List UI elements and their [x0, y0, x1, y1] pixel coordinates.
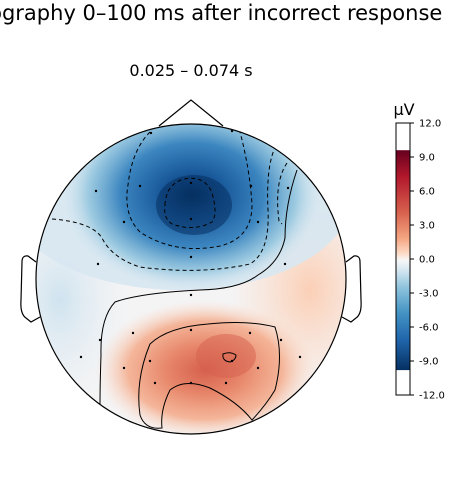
sensor-15 [131, 331, 135, 335]
sensor-20 [79, 355, 83, 359]
contour-neg-4a [51, 149, 275, 271]
sensor-13 [283, 262, 287, 266]
sensor-14 [189, 293, 193, 297]
sensor-17 [248, 331, 252, 335]
sensor-10 [256, 220, 260, 224]
colorbar-tick-label: -12.0 [419, 391, 445, 402]
sensor-16 [189, 328, 193, 332]
sensor-11 [96, 262, 100, 266]
sensor-23 [298, 355, 302, 359]
sensor-12 [189, 255, 193, 259]
sensor-7 [249, 184, 253, 188]
sensor-8 [122, 220, 126, 224]
sensor-3 [94, 189, 98, 193]
colorbar-label: µV [393, 100, 414, 119]
colorbar-ticks: 12.0 9.0 6.0 3.0 0.0 -3.0 -6.0 -9.0 -12.0 [410, 119, 445, 402]
sensor-19 [279, 338, 283, 342]
colorbar-tick-label: -3.0 [419, 289, 439, 300]
sensor-2 [230, 129, 234, 133]
head-nose [158, 99, 224, 127]
contour-neg-4b [277, 162, 288, 225]
head-right-ear [341, 255, 362, 323]
contour-neg-6 [126, 131, 253, 250]
sensor-28 [224, 381, 228, 385]
sensor-24 [122, 366, 126, 370]
head-left-ear [20, 255, 41, 323]
contour-zero [99, 169, 298, 406]
sensor-1 [149, 131, 153, 135]
figure-title: Topography 0–100 ms after incorrect resp… [0, 1, 442, 25]
colorbar: 12.0 9.0 6.0 3.0 0.0 -3.0 -6.0 -9.0 -12.0 [395, 119, 445, 402]
sensor-6 [138, 184, 142, 188]
sensor-9 [189, 217, 193, 221]
sensor-25 [256, 366, 260, 370]
contour-pos-8 [222, 352, 237, 363]
sensor-4 [189, 181, 193, 185]
axes-subtitle: 0.025 – 0.074 s [129, 61, 252, 80]
colorbar-tick-label: 12.0 [419, 119, 441, 130]
sensor-21 [148, 359, 152, 363]
topomap-field [36, 124, 346, 434]
colorbar-tick-label: 6.0 [419, 187, 435, 198]
sensor-5 [286, 186, 290, 190]
colorbar-tick-label: -9.0 [419, 357, 439, 368]
contour-neg-8 [164, 177, 216, 228]
sensor-markers [79, 129, 302, 385]
colorbar-tick-label: 0.0 [419, 255, 435, 266]
sensor-18 [98, 338, 102, 342]
head-outline [35, 123, 347, 435]
contour-lines [51, 131, 298, 429]
colorbar-tick-label: -6.0 [419, 323, 439, 334]
colorbar-tick-label: 9.0 [419, 153, 435, 164]
colorbar-fill [396, 150, 410, 371]
contour-pos-4 [138, 322, 280, 429]
sensor-22 [230, 359, 234, 363]
colorbar-tick-label: 3.0 [419, 221, 435, 232]
sensor-27 [189, 381, 193, 385]
sensor-26 [153, 381, 157, 385]
